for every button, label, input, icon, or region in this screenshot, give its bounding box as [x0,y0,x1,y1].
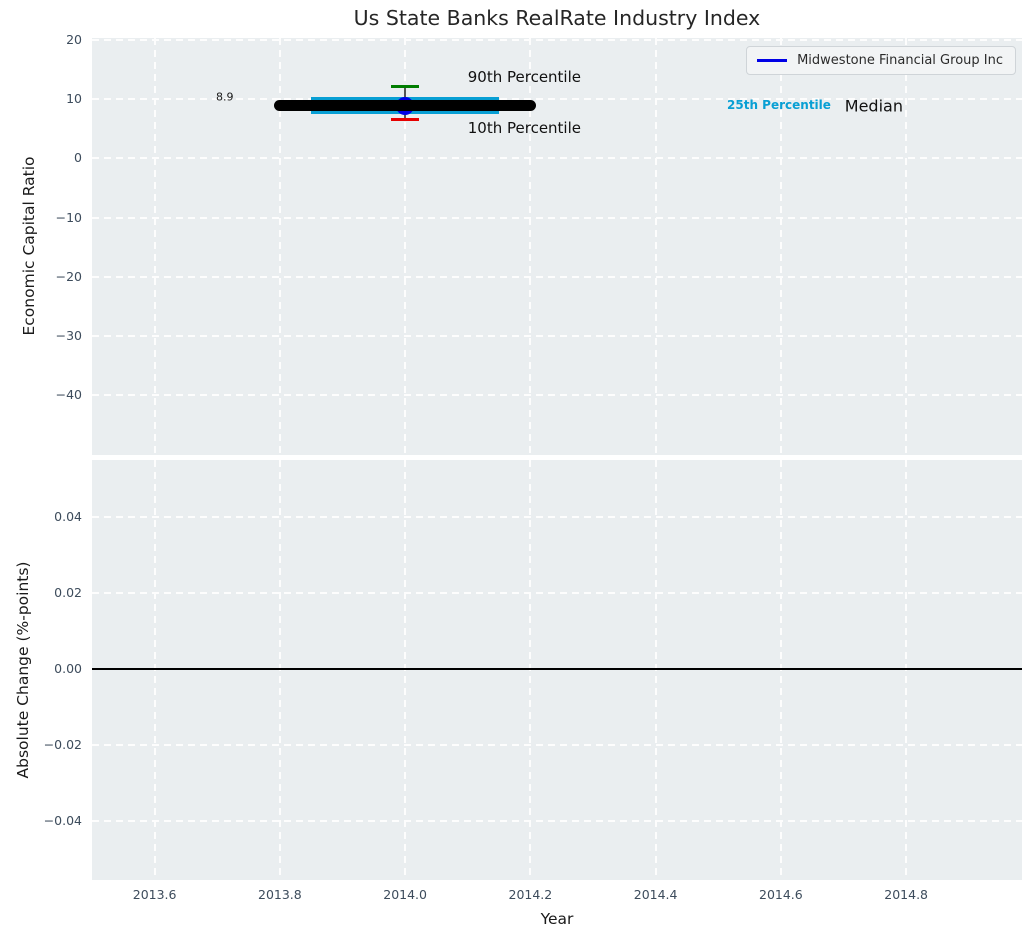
annotation: 10th Percentile [467,119,581,138]
y-gridline [92,515,1022,518]
y-gridline [92,819,1022,822]
x-tick-label: 2014.2 [508,887,553,902]
y-gridline [92,216,1022,219]
x-tick-label: 2013.6 [132,887,177,902]
x-tick-label: 2014.0 [383,887,427,902]
x-gridline [779,38,782,455]
y-gridline [92,394,1022,397]
annotation: Median [844,96,903,116]
y-tick-label: −30 [55,328,82,344]
x-tick-label: 2014.4 [633,887,678,902]
annotation: 25th Percentile [727,98,831,113]
x-gridline [153,38,156,455]
x-gridline [153,460,156,880]
y-gridline [92,98,1022,101]
median-line [274,100,536,112]
x-axis-label: Year [540,910,574,928]
y-gridline [92,157,1022,160]
top-plot-area [92,38,1022,455]
legend-label: Midwestone Financial Group Inc [797,53,1003,68]
x-gridline [529,38,532,455]
y-tick-label: −40 [55,387,82,403]
y-tick-label: 0.00 [54,660,82,676]
annotation: 90th Percentile [467,67,581,86]
x-gridline [278,460,281,880]
y-gridline [92,335,1022,338]
x-gridline [654,38,657,455]
bottom-plot-area [92,460,1022,880]
y-tick-label: 0.04 [54,508,82,524]
x-tick-label: 2014.8 [884,887,929,902]
y-tick-label: −0.04 [43,812,82,828]
x-gridline [905,38,908,455]
x-tick-label: 2013.8 [258,887,302,902]
y-gridline [92,743,1022,746]
x-tick-label: 2014.6 [759,887,803,902]
x-gridline [278,38,281,455]
y-tick-label: 20 [66,32,82,48]
legend-line-swatch [757,59,788,62]
x-gridline [654,460,657,880]
y-tick-label: −10 [55,209,82,225]
p90-cap [391,84,420,88]
y-tick-label: −0.02 [43,736,82,752]
y-tick-label: 0 [74,150,82,166]
x-gridline [905,460,908,880]
y-tick-label: 10 [66,91,82,107]
x-gridline [529,460,532,880]
zero-line [92,667,1022,670]
y-tick-label: 0.02 [54,584,82,600]
y-tick-label: −20 [55,268,82,284]
p10-cap [391,117,420,121]
legend: Midwestone Financial Group Inc [746,46,1016,75]
chart-title: Us State Banks RealRate Industry Index [353,6,761,30]
y-axis-label-top: Economic Capital Ratio [20,156,38,336]
x-gridline [404,460,407,880]
x-gridline [404,38,407,455]
x-gridline [779,460,782,880]
y-gridline [92,591,1022,594]
y-gridline [92,39,1022,42]
y-gridline [92,275,1022,278]
annotation: 8.9 [216,90,234,104]
